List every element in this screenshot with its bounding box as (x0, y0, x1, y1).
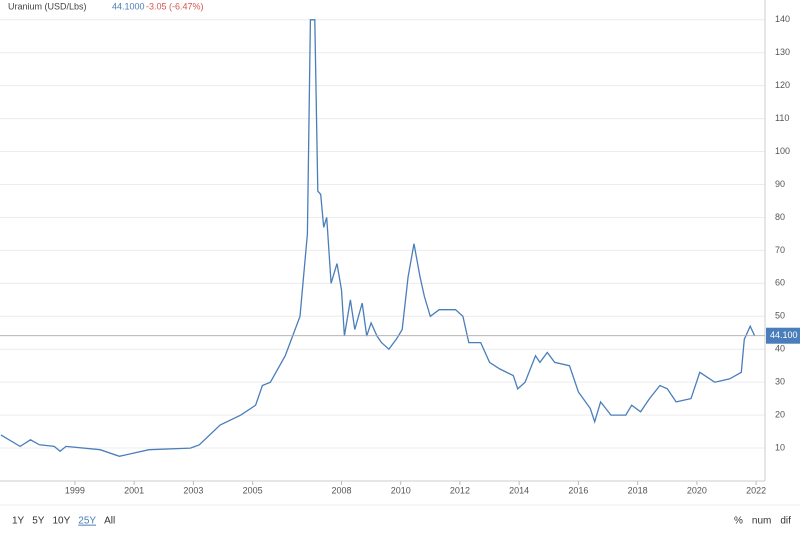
y-tick-label: 10 (775, 442, 785, 452)
x-tick-label: 2003 (183, 485, 203, 495)
y-tick-label: 100 (775, 146, 790, 156)
x-tick-label: 2020 (687, 485, 707, 495)
y-tick-label: 110 (775, 113, 789, 123)
x-tick-label: 2018 (628, 485, 648, 495)
range-button[interactable]: 25Y (78, 516, 96, 527)
x-tick-label: 2010 (391, 485, 411, 495)
mode-button[interactable]: dif (780, 516, 791, 527)
price-line (0, 19, 756, 457)
mode-button[interactable]: % (734, 516, 743, 527)
last-value-box (766, 327, 800, 344)
x-tick-label: 2012 (450, 485, 470, 495)
change: -3.05 (-6.47%) (146, 1, 204, 11)
last-value-label: 44.100 (770, 330, 798, 340)
y-tick-label: 20 (775, 409, 785, 419)
y-tick-label: 130 (775, 47, 790, 57)
y-tick-label: 60 (775, 278, 785, 288)
x-tick-label: 1999 (65, 485, 85, 495)
y-tick-label: 70 (775, 245, 785, 255)
x-tick-label: 2016 (568, 485, 588, 495)
x-tick-label: 2005 (243, 485, 263, 495)
mode-button[interactable]: num (752, 516, 771, 527)
chart-title: Uranium (USD/Lbs) (8, 1, 87, 11)
range-button[interactable]: 1Y (12, 516, 25, 527)
range-button[interactable]: 5Y (32, 516, 45, 527)
x-tick-label: 2014 (509, 485, 529, 495)
y-tick-label: 40 (775, 344, 785, 354)
y-tick-label: 120 (775, 80, 790, 90)
x-tick-label: 2022 (746, 485, 766, 495)
y-tick-label: 50 (775, 311, 785, 321)
range-button[interactable]: 10Y (52, 516, 70, 527)
x-tick-label: 2008 (331, 485, 351, 495)
y-tick-label: 80 (775, 212, 785, 222)
y-tick-label: 30 (775, 377, 785, 387)
y-tick-label: 90 (775, 179, 785, 189)
x-tick-label: 2001 (124, 485, 144, 495)
price: 44.1000 (112, 1, 145, 11)
range-button[interactable]: All (104, 516, 115, 527)
y-tick-label: 140 (775, 14, 790, 24)
